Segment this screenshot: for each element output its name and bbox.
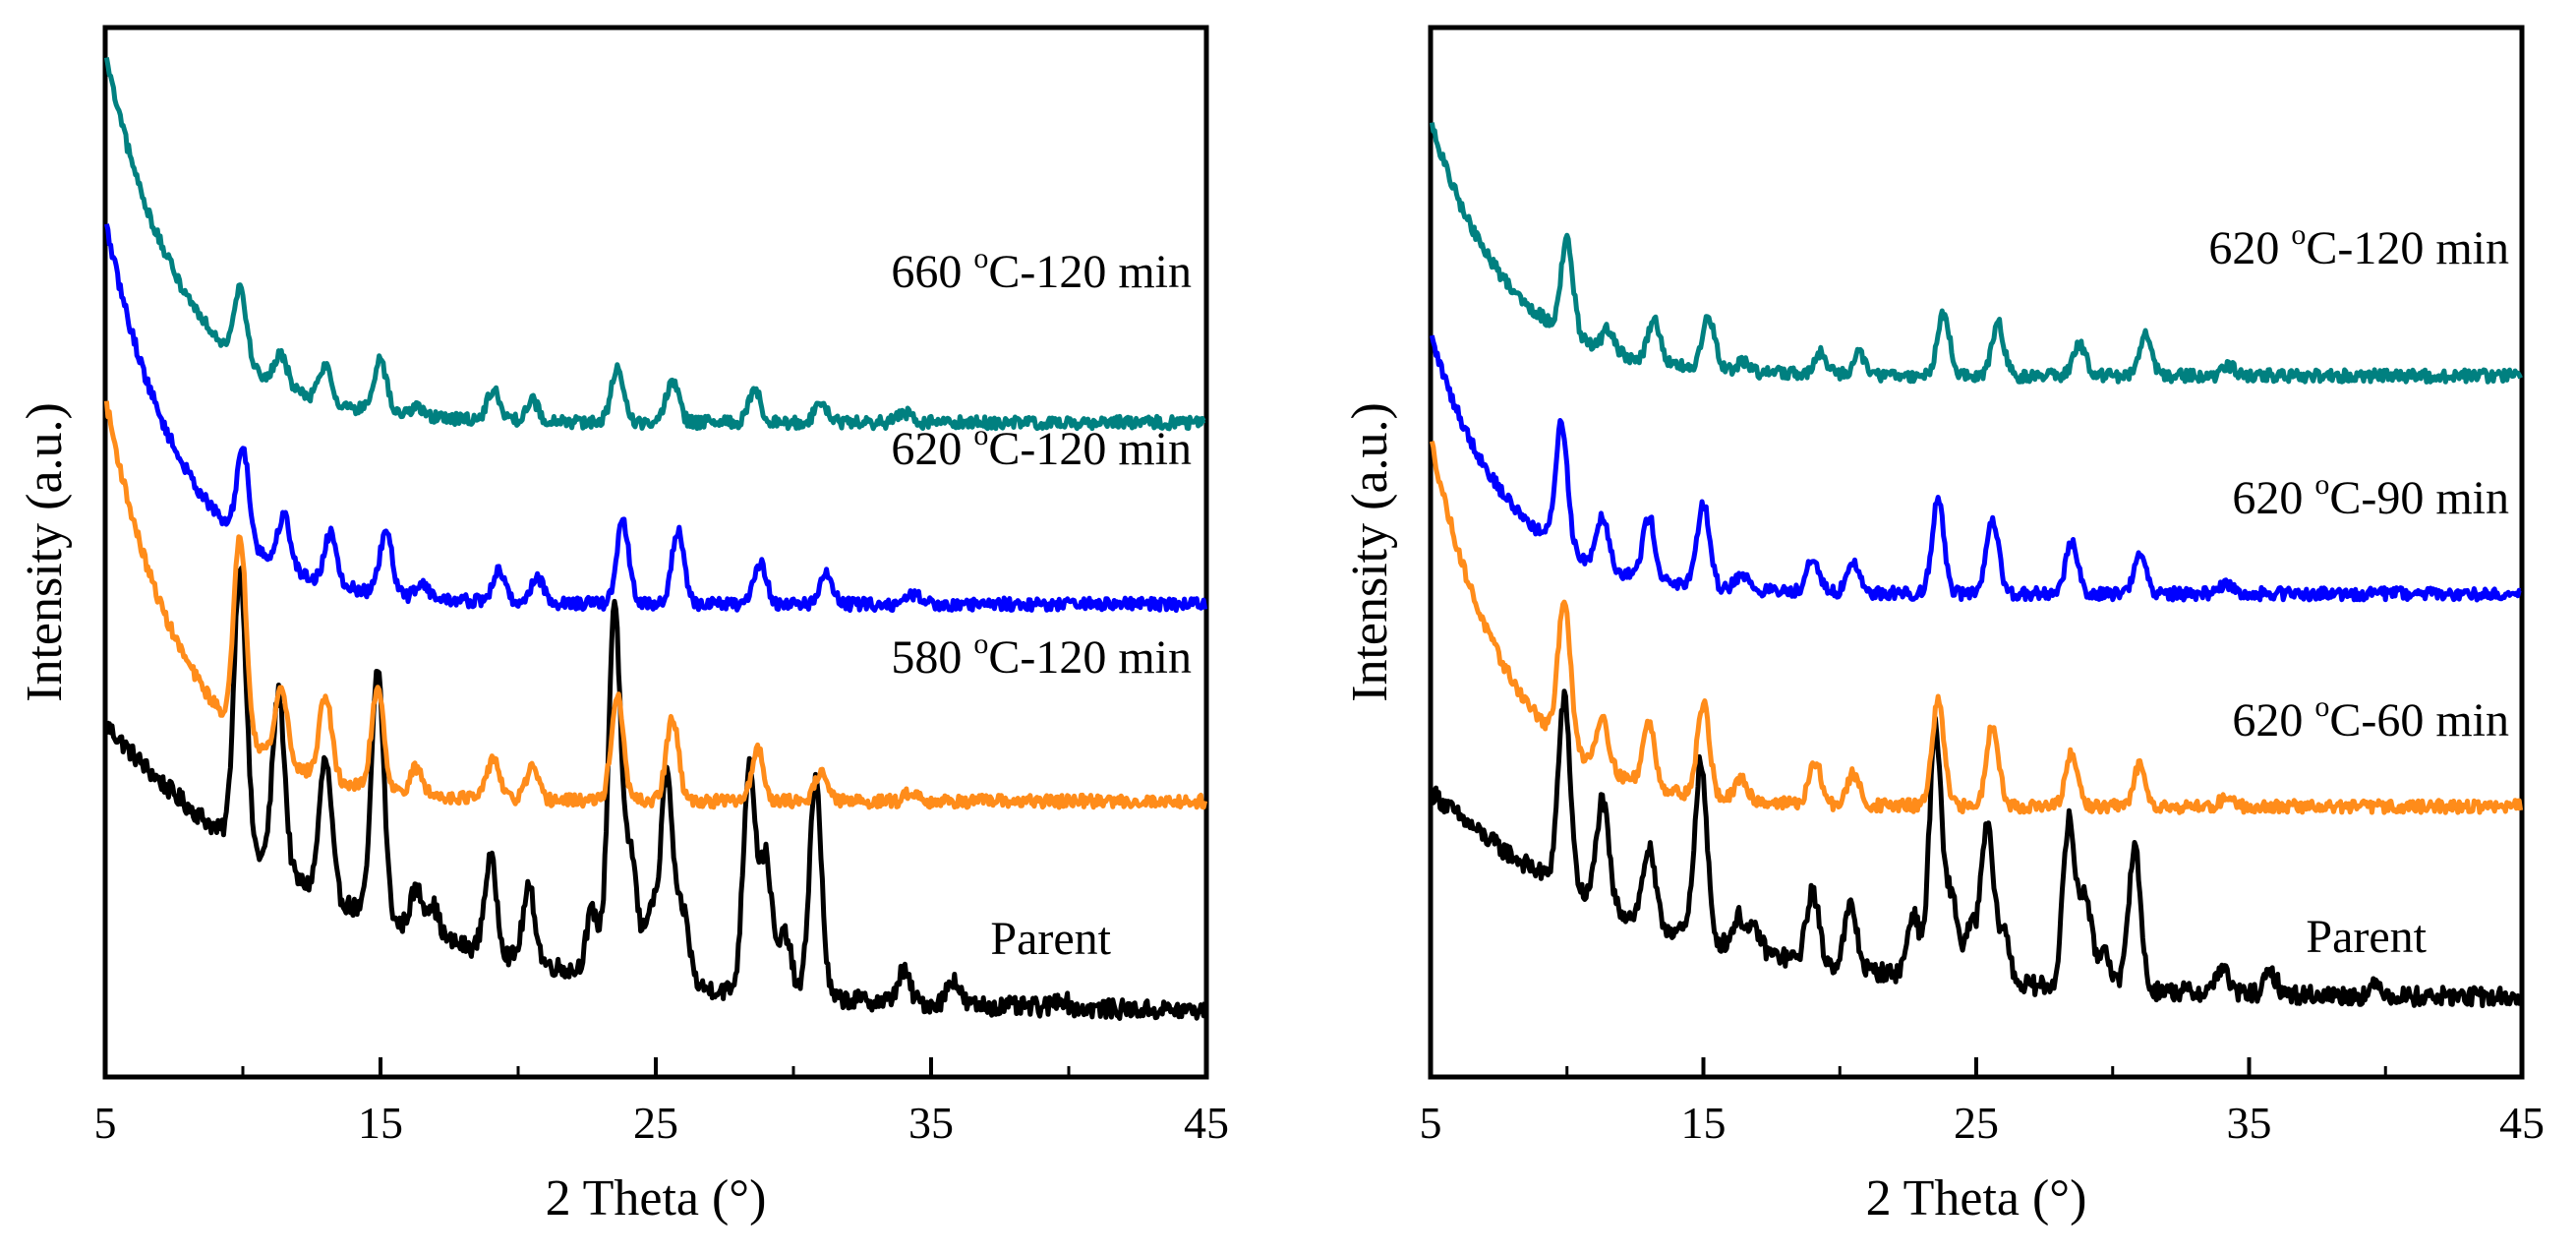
x-tick-label: 15: [358, 1098, 403, 1148]
x-tick-label: 35: [908, 1098, 954, 1148]
series-label-suffix: C-120 min: [2306, 222, 2509, 274]
series-line: [1429, 334, 2522, 603]
series-line: [103, 223, 1208, 613]
series-label: 620 oC-120 min: [2208, 218, 2509, 274]
x-tick-label: 35: [2227, 1098, 2272, 1148]
x-tick-label: 45: [2499, 1098, 2545, 1148]
x-tick-label: 15: [1681, 1098, 1727, 1148]
x-tick-label: 5: [1420, 1098, 1442, 1148]
series-label-suffix: C-60 min: [2329, 694, 2509, 747]
series-line: [103, 57, 1206, 432]
series-line: [1429, 122, 2523, 385]
series-line: [103, 566, 1208, 1021]
degree-superscript: o: [2291, 218, 2306, 251]
series-label-suffix: C-120 min: [988, 631, 1192, 684]
series-label: 620 oC-120 min: [891, 419, 1192, 475]
series-line: [103, 400, 1208, 810]
left-panel: 5 15 25 35 45 2 Theta (°) Intensity (a.u.) Pare…: [17, 25, 1229, 1226]
series-line: [1429, 441, 2524, 815]
degree-superscript: o: [2314, 468, 2329, 501]
series-label: 580 oC-120 min: [891, 628, 1192, 684]
y-axis-label: Intensity (a.u.): [1342, 402, 1398, 702]
series-label-suffix: C-90 min: [2329, 472, 2509, 524]
series-label: 620 oC-90 min: [2232, 468, 2509, 524]
degree-superscript: o: [973, 242, 988, 274]
x-axis-label: 2 Theta (°): [1866, 1170, 2087, 1226]
series-label-prefix: 580: [891, 631, 973, 684]
degree-superscript: o: [2314, 690, 2329, 723]
series-label: Parent: [2306, 911, 2427, 963]
right-panel: 5 15 25 35 45 2 Theta (°) Intensity (a.u.) Pare…: [1342, 25, 2545, 1226]
series-label-prefix: 620: [2232, 694, 2314, 747]
x-tick-label: 5: [94, 1098, 117, 1148]
series-line: [1429, 688, 2524, 1008]
series-label: 660 oC-120 min: [891, 242, 1192, 298]
series-label: 620 oC-60 min: [2232, 690, 2509, 747]
degree-superscript: o: [973, 628, 988, 660]
series-label-prefix: 620: [2232, 472, 2314, 524]
series-label-suffix: C-120 min: [988, 423, 1192, 475]
series-label-suffix: C-120 min: [988, 246, 1192, 298]
x-tick-label: 25: [633, 1098, 678, 1148]
x-tick-label: 25: [1954, 1098, 1999, 1148]
series-label-prefix: 620: [2208, 222, 2291, 274]
x-tick-label: 45: [1184, 1098, 1229, 1148]
x-axis-label: 2 Theta (°): [546, 1170, 767, 1226]
series-label-prefix: 620: [891, 423, 973, 475]
y-axis-label: Intensity (a.u.): [17, 402, 73, 702]
series-label: Parent: [990, 913, 1111, 965]
series-label-prefix: 660: [891, 246, 973, 298]
